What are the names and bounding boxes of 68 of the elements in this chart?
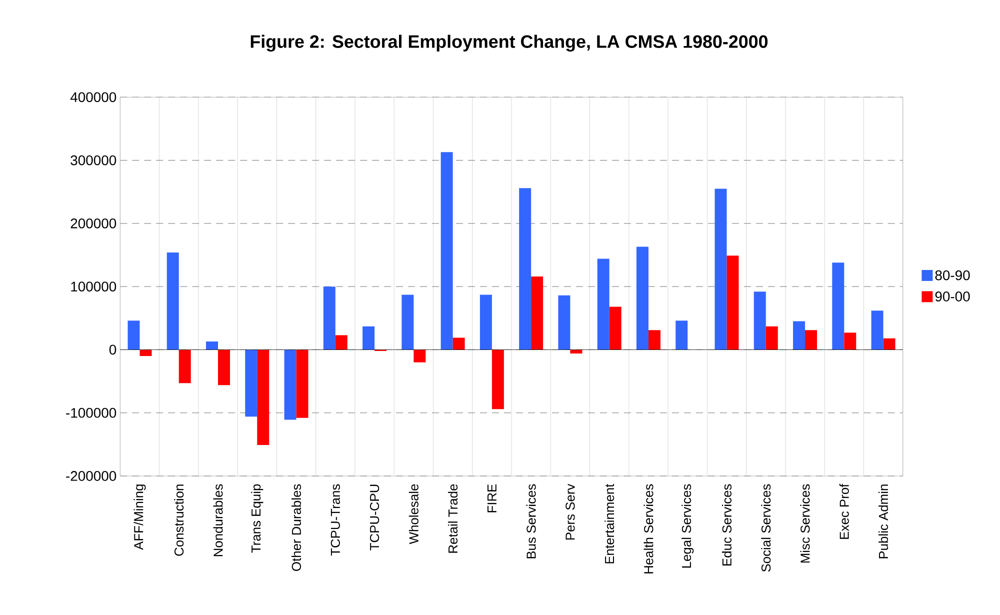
x-tick-label: TCPU-Trans — [330, 484, 340, 556]
bar — [766, 326, 778, 350]
bar — [218, 350, 230, 386]
bar — [296, 350, 308, 418]
y-tick-label: 300000 — [70, 155, 116, 166]
x-tick-label: Educ Services — [722, 484, 732, 566]
y-tick-label: -100000 — [66, 408, 116, 418]
bar — [844, 332, 856, 350]
bar — [206, 341, 218, 350]
bar — [793, 321, 806, 350]
y-tick-label: 200000 — [70, 218, 116, 228]
bar — [871, 310, 884, 350]
x-tick-label: Entertainment — [604, 484, 614, 564]
bar — [648, 330, 660, 350]
bar — [284, 350, 296, 420]
bar — [414, 350, 426, 362]
x-tick-label: Retail Trade — [448, 484, 458, 553]
bar — [128, 320, 140, 350]
x-tick-label: Public Admin — [878, 484, 888, 558]
x-tick-label: Nondurables — [213, 484, 223, 556]
bar — [257, 350, 270, 445]
bar — [832, 262, 844, 350]
x-tick-label: TCPU-CPU — [370, 484, 380, 550]
y-tick-label: 100000 — [71, 282, 116, 292]
x-tick-label: Health Services — [644, 484, 654, 574]
bar — [597, 258, 610, 350]
bar — [805, 330, 818, 350]
x-tick-label: Pers Serv — [566, 484, 575, 540]
legend-label: 90-00 — [935, 291, 970, 302]
x-tick-label: Bus Services — [526, 484, 536, 558]
chart-title: Figure 2: Sectoral Employment Change, LA CMSA 1980-2000 — [250, 34, 768, 52]
x-tick-label: Social Services — [761, 484, 771, 572]
x-tick-label: Legal Services — [682, 484, 694, 568]
legend-label: 80-90 — [935, 270, 970, 280]
bar — [178, 350, 191, 384]
bar — [754, 292, 766, 350]
bar — [245, 350, 258, 417]
y-tick-label: 0 — [109, 344, 116, 355]
bar — [676, 320, 688, 350]
bar — [335, 335, 348, 350]
bar — [440, 152, 453, 350]
x-tick-label: Wholesale — [408, 484, 418, 544]
y-tick-label: 400000 — [70, 92, 116, 102]
bar — [492, 350, 504, 410]
bar — [519, 188, 532, 350]
bar — [714, 188, 727, 350]
bar — [166, 252, 179, 350]
bar — [402, 294, 414, 350]
bar — [480, 294, 492, 350]
bar — [452, 338, 465, 350]
x-tick-label: Trans Equip — [251, 484, 264, 553]
bar — [140, 350, 152, 356]
x-tick-label: Misc Services — [800, 484, 810, 562]
y-tick-label: -200000 — [66, 470, 116, 481]
bar — [609, 306, 622, 350]
bar — [570, 350, 582, 354]
x-tick-label: AFF/Mining — [134, 484, 146, 550]
x-tick-label: FIRE — [487, 484, 496, 512]
bar — [636, 246, 648, 350]
bar — [323, 286, 336, 350]
x-tick-label: Construction — [174, 484, 184, 556]
x-tick-label: Exec Prof — [839, 484, 849, 539]
bar — [531, 276, 544, 350]
bar — [883, 338, 896, 350]
bar — [558, 295, 570, 350]
bar — [362, 326, 375, 350]
bar — [726, 256, 739, 350]
x-tick-label: Other Durables — [292, 484, 302, 571]
